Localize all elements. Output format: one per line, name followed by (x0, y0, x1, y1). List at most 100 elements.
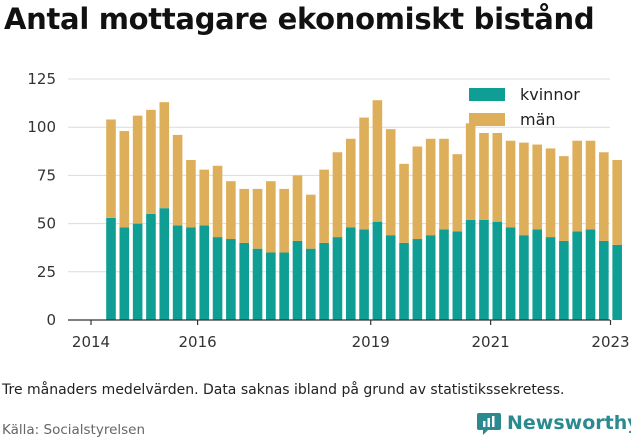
bar-kvinnor (212, 237, 223, 320)
bar-man (319, 169, 329, 243)
bar-man (159, 102, 170, 209)
bar-man (146, 109, 156, 214)
y-tick-label: 100 (27, 118, 56, 136)
bar-man (492, 132, 503, 222)
y-tick-label: 0 (46, 311, 56, 329)
bar-kvinnor (159, 208, 170, 320)
bar-kvinnor (505, 227, 516, 320)
bar-kvinnor (599, 240, 609, 320)
bar-man (106, 119, 116, 218)
x-tick-label: 2021 (472, 333, 510, 351)
bar-kvinnor (399, 242, 409, 320)
bar-man (452, 154, 463, 232)
bar-kvinnor (479, 219, 489, 320)
bar-man (399, 163, 409, 243)
bar-kvinnor (359, 229, 369, 320)
bar-man (372, 100, 383, 222)
bar-man (226, 181, 236, 240)
legend-label: kvinnor (520, 85, 580, 104)
legend-swatch (469, 88, 505, 101)
bar-kvinnor (132, 223, 143, 320)
x-tick-label: 2023 (591, 333, 629, 351)
bar-kvinnor (492, 221, 503, 320)
bar-kvinnor (199, 225, 210, 320)
bar-kvinnor (106, 217, 116, 320)
brand-name: Newsworthy (507, 412, 631, 434)
bar-kvinnor (439, 229, 449, 320)
bar-man (172, 134, 183, 226)
bar-man (412, 146, 423, 240)
bar-man (239, 188, 249, 243)
x-tick-label: 2014 (72, 333, 110, 351)
bar-man (306, 194, 316, 249)
bar-man (465, 123, 476, 220)
bar-kvinnor (385, 235, 396, 320)
bar-man (279, 188, 289, 253)
bar-man (479, 132, 489, 220)
bar-man (519, 142, 529, 236)
bar-kvinnor (585, 229, 596, 320)
bar-kvinnor (239, 242, 249, 320)
bar-man (252, 188, 263, 249)
bar-man (186, 159, 196, 228)
bar-kvinnor (465, 219, 476, 320)
bar-kvinnor (452, 231, 463, 320)
bar-man (532, 144, 543, 230)
bar-man (505, 140, 516, 228)
y-tick-label: 50 (37, 215, 56, 233)
bar-man (599, 152, 609, 241)
bar-kvinnor (172, 225, 183, 320)
bar-man (345, 138, 356, 228)
bar-man (439, 138, 449, 230)
bar-kvinnor (266, 252, 276, 320)
bar-man (425, 138, 436, 236)
bar-man (585, 140, 596, 230)
y-tick-label: 75 (37, 166, 56, 184)
bar-man (119, 131, 130, 228)
y-tick-label: 125 (27, 70, 56, 88)
y-axis: 0 25 50 75 100 125 (27, 70, 56, 329)
bar-kvinnor (226, 239, 236, 320)
bar-man (212, 165, 223, 238)
bar-kvinnor (545, 237, 556, 320)
bar-man (132, 115, 143, 224)
bar-kvinnor (372, 221, 383, 320)
bar-kvinnor (345, 227, 356, 320)
bar-man (385, 129, 396, 236)
bar-man (266, 181, 276, 253)
bar-man (292, 175, 303, 241)
bar-kvinnor (119, 227, 130, 320)
bar-kvinnor (292, 240, 303, 320)
bar-kvinnor (186, 227, 196, 320)
stacked-bar-chart: 0 25 50 75 100 125 2014 2016 2019 2021 2023 kvinn… (27, 70, 630, 351)
legend-swatch (469, 113, 505, 126)
bar-man (572, 140, 582, 232)
x-axis: 2014 2016 2019 2021 2023 (68, 319, 630, 351)
bar-man (332, 152, 343, 238)
bars (106, 100, 622, 320)
legend-label: män (520, 110, 556, 129)
bar-kvinnor (425, 235, 436, 320)
bar-kvinnor (306, 248, 316, 320)
bar-kvinnor (612, 244, 622, 320)
bar-man (559, 156, 569, 241)
y-tick-label: 25 (37, 263, 56, 281)
bar-kvinnor (332, 237, 343, 320)
bar-kvinnor (412, 239, 423, 320)
bar-kvinnor (319, 242, 329, 320)
bar-man (199, 169, 210, 226)
x-tick-label: 2016 (178, 333, 216, 351)
bar-kvinnor (532, 229, 543, 320)
bar-kvinnor (519, 235, 529, 320)
bar-kvinnor (146, 213, 156, 320)
bar-kvinnor (572, 231, 582, 320)
bar-man (359, 117, 369, 230)
source-text: Källa: Socialstyrelsen (2, 422, 146, 438)
bar-kvinnor (252, 248, 263, 320)
newsworthy-logo-icon (477, 413, 501, 435)
chart-note: Tre månaders medelvärden. Data saknas ib… (2, 382, 565, 398)
bar-man (545, 148, 556, 238)
bar-kvinnor (279, 252, 289, 320)
bar-man (612, 159, 622, 245)
brand-logo: Newsworthy (476, 410, 631, 436)
